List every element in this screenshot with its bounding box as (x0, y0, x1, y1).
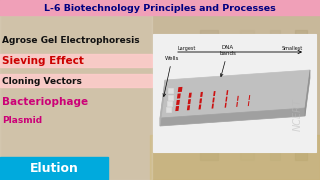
Text: Sieving Effect: Sieving Effect (2, 56, 84, 66)
Polygon shape (225, 97, 228, 102)
Polygon shape (160, 70, 310, 118)
Polygon shape (160, 80, 165, 126)
Text: Agrose Gel Electrophoresis: Agrose Gel Electrophoresis (2, 36, 140, 45)
Text: Largest: Largest (178, 46, 196, 51)
Polygon shape (212, 98, 215, 103)
Polygon shape (188, 93, 192, 98)
Polygon shape (305, 70, 310, 116)
Text: NCERT: NCERT (293, 99, 303, 131)
Bar (0, 0, 320, 15)
Polygon shape (198, 104, 201, 109)
Bar (150, 0, 320, 180)
Polygon shape (249, 95, 250, 100)
Polygon shape (187, 105, 190, 110)
Bar (166, 107, 171, 112)
Bar (168, 95, 172, 100)
Bar (0, 54, 152, 67)
Text: Bacteriophage: Bacteriophage (2, 97, 88, 107)
Text: DNA
bands: DNA bands (220, 45, 236, 76)
Polygon shape (213, 91, 216, 96)
Text: Wells: Wells (163, 56, 179, 96)
Text: L-6 Biotechnology Principles and Processes: L-6 Biotechnology Principles and Process… (44, 3, 276, 12)
Bar (240, 30, 254, 160)
Bar (153, 34, 316, 152)
Polygon shape (177, 93, 181, 99)
Text: Plasmid: Plasmid (2, 116, 42, 125)
Polygon shape (188, 99, 191, 104)
Polygon shape (237, 96, 239, 101)
Bar (200, 30, 218, 160)
Bar (0, 74, 152, 87)
Polygon shape (200, 92, 203, 97)
Polygon shape (160, 108, 305, 126)
Bar (0, 157, 108, 180)
Polygon shape (212, 103, 214, 109)
Polygon shape (199, 98, 202, 103)
Polygon shape (175, 106, 179, 111)
Bar (167, 101, 172, 106)
Polygon shape (176, 100, 180, 105)
Bar (168, 88, 173, 93)
Text: Cloning Vectors: Cloning Vectors (2, 76, 82, 86)
Polygon shape (225, 103, 227, 108)
Bar (270, 30, 280, 160)
Bar (295, 30, 307, 160)
Polygon shape (178, 87, 182, 92)
Polygon shape (236, 102, 238, 107)
Text: Smallest: Smallest (282, 46, 303, 51)
Text: Elution: Elution (29, 162, 78, 175)
Polygon shape (226, 90, 228, 95)
Bar (150, 135, 320, 180)
Polygon shape (248, 101, 250, 106)
Bar (0, 15, 152, 180)
